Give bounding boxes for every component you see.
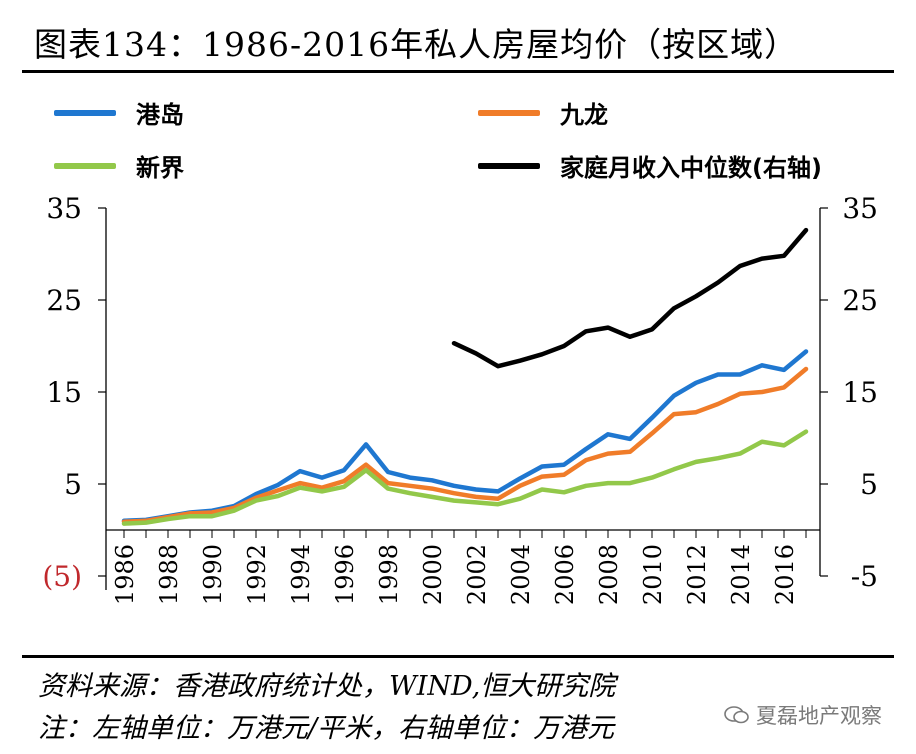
right-y-tick-label: 5: [860, 468, 878, 501]
left-y-tick-label: (5): [42, 560, 82, 593]
legend-swatch: [54, 109, 116, 116]
left-y-tick-label: 25: [46, 284, 82, 317]
series-line-3: [451, 227, 809, 369]
right-y-tick-label: 35: [842, 192, 878, 225]
x-tick-label: 1996: [331, 544, 359, 605]
source-note: 资料来源：香港政府统计处，WIND,恒大研究院: [38, 671, 616, 702]
x-tick-label: 1994: [287, 544, 315, 605]
legend-swatch: [54, 162, 116, 169]
legend-item-kowloon: 九龙: [478, 95, 608, 130]
x-tick-label: 2012: [683, 544, 711, 605]
series-line-1: [121, 366, 809, 524]
x-tick-label: 2010: [639, 544, 667, 605]
x-tick-label: 2000: [419, 544, 447, 605]
right-y-tick-label: 25: [842, 284, 878, 317]
left-y-tick-label: 35: [46, 192, 82, 225]
legend-label: 九龙: [560, 101, 608, 129]
unit-note: 注：左轴单位：万港元/平米，右轴单位：万港元: [38, 713, 615, 744]
left-y-tick-label: 5: [64, 468, 82, 501]
legend-swatch: [478, 109, 540, 116]
legend-item-household-income: 家庭月收入中位数(右轴): [478, 148, 822, 183]
legend-item-new-territories: 新界: [54, 148, 184, 183]
x-tick-label: 2008: [595, 544, 623, 605]
legend-label: 新界: [136, 154, 184, 182]
legend-label: 家庭月收入中位数(右轴): [560, 154, 822, 182]
legend-swatch: [478, 162, 540, 169]
watermark: 夏磊地产观察: [724, 700, 882, 730]
series-line-2: [121, 429, 809, 526]
x-tick-label: 1992: [243, 544, 271, 605]
line-chart: 35 35 25 25 15 15 5 5 (5) -5 1986 1988 1990 1992 1994 1…: [42, 192, 878, 605]
x-tick-label: 2016: [771, 544, 799, 605]
x-tick-label: 2006: [551, 544, 579, 605]
title-underline: [22, 70, 894, 73]
right-y-tick-label: 15: [842, 376, 878, 409]
x-tick-label: 1998: [375, 544, 403, 605]
wechat-icon: [724, 706, 749, 724]
chart-title: 图表134：1986-2016年私人房屋均价（按区域）: [34, 25, 799, 64]
x-tick-label: 1986: [111, 544, 139, 605]
right-y-tick-label: -5: [851, 560, 878, 593]
left-y-tick-label: 15: [46, 376, 82, 409]
watermark-text: 夏磊地产观察: [756, 704, 882, 728]
x-tick-label: 2014: [727, 544, 755, 605]
legend-item-hk-island: 港岛: [54, 95, 184, 130]
x-tick-label: 2004: [507, 544, 535, 605]
x-tick-label: 2002: [463, 544, 491, 605]
x-tick-label: 1990: [199, 544, 227, 605]
x-tick-label: 1988: [155, 544, 183, 605]
legend-label: 港岛: [136, 101, 184, 129]
footer-rule: [22, 655, 894, 658]
